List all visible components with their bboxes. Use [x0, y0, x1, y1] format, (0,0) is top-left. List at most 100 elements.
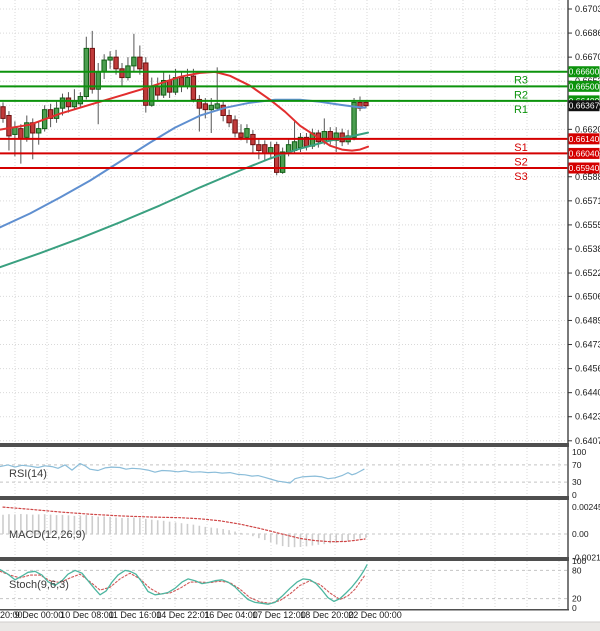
axis-label: 0.64400	[575, 388, 600, 398]
pivot-label-r2: R2	[514, 89, 528, 101]
axis-label: 0.66367	[569, 101, 600, 111]
candle-bullish	[53, 107, 60, 119]
panel-separator[interactable]	[0, 496, 569, 500]
candle-bullish	[59, 97, 66, 109]
time-axis-label: 10 Dec 08:00	[60, 610, 114, 620]
candle-bearish	[274, 144, 280, 173]
axis-label: 0	[572, 490, 577, 500]
candle-bearish	[220, 104, 226, 116]
panel-separator[interactable]	[0, 557, 569, 561]
level-badge-s2	[568, 147, 600, 159]
gridlines	[0, 0, 568, 609]
candle-bullish	[184, 77, 191, 87]
axis-label: 0.64730	[575, 340, 600, 350]
level-badge-r3	[568, 66, 600, 78]
pivot-levels-layer: R3 R2 R1 S1 S2 S3	[0, 70, 568, 183]
axis-label: 0.64235	[575, 412, 600, 422]
axis-label: 0.65715	[575, 196, 600, 206]
panel-separator[interactable]	[0, 443, 569, 447]
time-axis-label: 14 Dec 22:01	[156, 610, 210, 620]
stoch-layer	[0, 564, 368, 605]
time-axis-label: 17 Dec 12:00	[252, 610, 306, 620]
pivot-label-s2: S2	[514, 156, 527, 168]
axis-label: 0.65385	[575, 244, 600, 254]
pivot-label-r1: R1	[514, 104, 528, 116]
candle-bearish	[202, 103, 209, 111]
footer-strip	[0, 622, 600, 631]
axis-label: 0.64895	[575, 315, 600, 325]
candle-bearish	[232, 119, 238, 134]
pivot-label-r3: R3	[514, 75, 528, 87]
candle-bearish	[137, 56, 143, 70]
time-axis-label: 9 Dec 00:00	[15, 610, 64, 620]
axis-label: 100	[572, 556, 586, 566]
macd-layer	[2, 506, 367, 548]
axis-label: 70	[572, 460, 582, 470]
axis-label: 0.65940	[569, 163, 600, 173]
time-axis-label: 22 Dec 00:00	[348, 610, 402, 620]
ma-mid-blue	[0, 98, 366, 229]
candle-bullish	[24, 122, 30, 138]
ma-slow-green	[0, 131, 369, 269]
panel-separators[interactable]	[0, 443, 569, 611]
candle-bullish	[149, 85, 155, 106]
candle-bullish	[131, 56, 137, 67]
axis-label: 0.65550	[575, 220, 600, 230]
candle-bullish	[101, 59, 107, 73]
candle-bullish	[244, 128, 250, 138]
moving-averages-layer	[0, 70, 369, 269]
candle-bearish	[178, 77, 185, 87]
axis-label: 30	[572, 477, 582, 487]
axis-label: 0.65220	[575, 268, 600, 278]
candle-bearish	[113, 56, 119, 70]
candle-bullish	[36, 128, 42, 134]
candle-bullish	[351, 101, 357, 138]
pivot-label-s3: S3	[514, 171, 527, 183]
axis-label: 0.64565	[575, 364, 600, 374]
candle-bearish	[226, 114, 232, 124]
candle-bearish	[6, 114, 12, 137]
candle-bullish	[279, 151, 286, 173]
level-badge-s1	[568, 133, 600, 145]
level-badge-s3	[568, 162, 600, 174]
axis-label: 0	[572, 603, 577, 613]
pivot-label-s1: S1	[514, 142, 527, 154]
axis-label: 0.66500	[569, 81, 600, 91]
candle-bearish	[47, 109, 54, 119]
candle-bearish	[363, 101, 369, 107]
axis-label: 80	[572, 565, 582, 575]
time-axis-label: 20:00	[0, 610, 23, 620]
rsi-line	[0, 463, 365, 484]
candle-bearish	[155, 85, 161, 96]
rsi-indicator-title: RSI(14)	[9, 468, 47, 480]
axis-label: 0.66205	[575, 124, 600, 134]
candle-bullish	[160, 79, 167, 96]
ma-fast-red	[0, 70, 369, 152]
axis-label: 0.64070	[575, 436, 600, 446]
candle-bearish	[196, 98, 203, 109]
axis-label: 0.65060	[575, 291, 600, 301]
candle-bullish	[214, 103, 220, 109]
axis-label: 100	[572, 447, 586, 457]
candle-bearish	[190, 75, 197, 100]
axis-label: 0.66700	[575, 52, 600, 62]
axis-label: 20	[572, 594, 582, 604]
candle-bearish	[65, 97, 72, 108]
stoch-indicator-title: Stoch(9,6,3)	[9, 579, 69, 591]
axis-label: 0.66865	[575, 28, 600, 38]
axis-label: 0.002457	[572, 502, 600, 512]
price-axis[interactable]: 0.670300.668650.667000.665350.663700.662…	[567, 0, 600, 613]
axis-label: 0.00	[572, 529, 589, 539]
candle-bullish	[208, 104, 214, 111]
panel-separator[interactable]	[0, 609, 569, 611]
time-axis-label: 16 Dec 04:00	[204, 610, 258, 620]
candle-bearish	[143, 62, 149, 106]
stoch-main-line	[0, 564, 368, 605]
candle-bearish	[18, 128, 24, 140]
candle-bearish	[256, 144, 262, 152]
axis-label: 0.67030	[575, 4, 600, 14]
time-axis-label: 18 Dec 20:00	[300, 610, 354, 620]
level-badge-r2	[568, 80, 600, 92]
